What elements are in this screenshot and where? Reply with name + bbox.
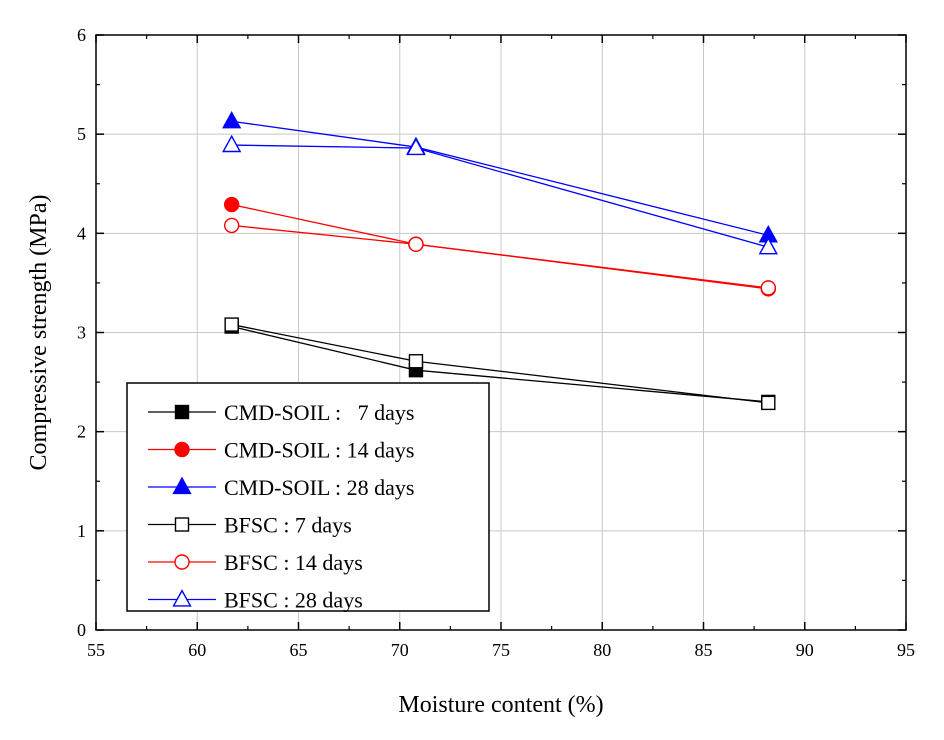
legend-marker [174,554,190,570]
legend-box [126,382,490,612]
x-tick-label: 70 [391,640,409,660]
y-tick-label: 3 [77,323,86,343]
series-2 [222,110,778,243]
legend-item: CMD-SOIL : 7 days [148,400,414,425]
legend-marker [174,441,190,458]
data-point [406,137,426,156]
y-tick-label: 1 [77,521,86,541]
x-tick-label: 80 [593,640,611,660]
series-4 [223,217,776,296]
legend-label: BFSC : 7 days [224,513,352,538]
y-tick-label: 5 [77,124,86,144]
legend-label: CMD-SOIL : 14 days [224,438,414,463]
data-point [222,110,242,129]
legend: CMD-SOIL : 7 days CMD-SOIL : 14 days CMD-S… [126,382,490,613]
series-1 [223,196,776,297]
x-tick-label: 60 [188,640,206,660]
y-tick-label: 0 [77,620,86,640]
legend-item: CMD-SOIL : 28 days [148,475,414,500]
legend-label: CMD-SOIL : 28 days [224,475,414,500]
x-tick-label: 90 [796,640,814,660]
legend-item: CMD-SOIL : 14 days [148,438,414,463]
data-point [760,280,776,296]
legend-marker [172,589,192,607]
y-axis-title: Compressive strength (MPa) [26,195,52,471]
data-point [224,317,239,332]
legend-marker [174,517,190,532]
data-point [761,395,776,411]
y-tick-label: 2 [77,422,86,442]
data-point [758,236,778,255]
legend-label: CMD-SOIL : 7 days [224,400,414,425]
series-layer [222,110,778,411]
series-line [231,144,769,248]
data-point [223,196,240,213]
x-axis-title: Moisture content (%) [398,692,603,718]
data-point [223,217,240,234]
y-tick-label: 6 [77,25,86,45]
data-point [222,134,242,153]
legend-item: BFSC : 28 days [148,588,363,613]
x-tick-label: 65 [290,640,308,660]
series-line [231,224,769,289]
x-tick-label: 75 [492,640,510,660]
data-point [408,236,424,252]
x-tick-label: 95 [897,640,915,660]
series-3 [224,317,776,411]
legend-label: BFSC : 28 days [224,588,363,613]
x-tick-label: 85 [695,640,713,660]
x-tick-label: 55 [87,640,105,660]
legend-item: BFSC : 7 days [148,513,352,538]
series-5 [222,134,778,255]
plot-frame [95,34,907,631]
series-line [231,203,769,290]
legend-item: BFSC : 14 days [148,550,363,575]
legend-marker [174,404,190,420]
y-tick-label: 4 [77,223,86,243]
grid [96,35,906,630]
series-line [231,120,769,236]
legend-label: BFSC : 14 days [224,550,363,575]
data-point [408,354,424,369]
legend-marker [172,476,192,495]
